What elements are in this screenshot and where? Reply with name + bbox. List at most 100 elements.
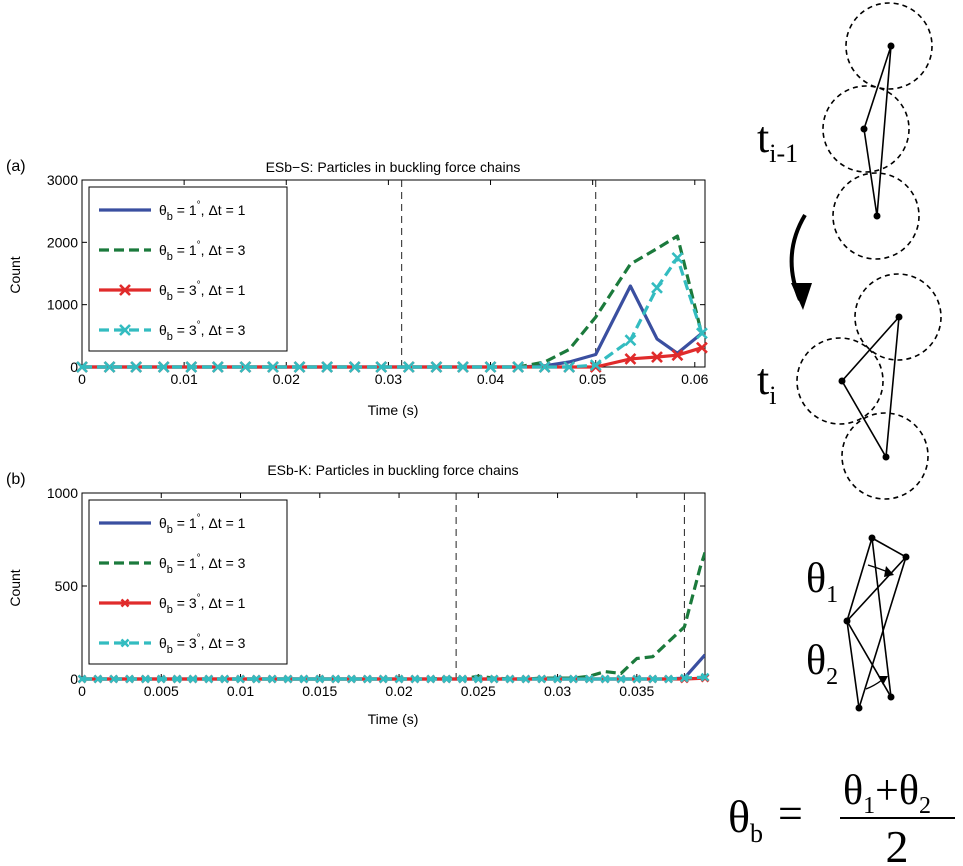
- series-line: [82, 675, 705, 681]
- legend-label: θb = 3°, Δt = 3: [159, 633, 246, 656]
- chart-a-ylabel: Count: [7, 256, 23, 293]
- label-theta-2: θ2: [806, 638, 838, 690]
- legend-marker: [119, 324, 131, 336]
- chart-a-title: ESb−S: Particles in buckling force chain…: [266, 159, 521, 175]
- data-point-marker: [651, 281, 663, 294]
- legend-label: θb = 1°, Δt = 3: [159, 553, 246, 576]
- data-point-marker: [375, 361, 388, 373]
- data-point-marker: [624, 352, 637, 365]
- data-point-marker: [664, 674, 673, 684]
- legend-box: [88, 186, 288, 352]
- data-point-marker: [600, 674, 610, 684]
- data-point-marker: [267, 361, 279, 373]
- data-point-marker: [458, 674, 467, 684]
- data-point-marker: [402, 361, 415, 373]
- label-theta-1: θ1: [806, 556, 838, 608]
- x-tick-label: 0.05: [579, 371, 606, 387]
- data-point-marker: [299, 674, 309, 684]
- particle-center: [855, 704, 863, 712]
- data-point-marker: [512, 361, 525, 373]
- chart-a-legend: θb = 1°, Δt = 1 θb = 1°, Δt = 3 θb = 3°, Δ…: [88, 186, 288, 352]
- x-tick-label: 0.02: [385, 683, 412, 699]
- data-point-marker: [331, 674, 341, 684]
- data-point-marker: [521, 674, 531, 684]
- x-tick-label: 0: [78, 371, 86, 387]
- chart-b-legend: θb = 1°, Δt = 1 θb = 1°, Δt = 3 θb = 3°, Δ…: [88, 499, 288, 665]
- series-line: [82, 346, 703, 369]
- data-point-marker: [185, 361, 198, 373]
- data-point-marker: [109, 674, 119, 684]
- data-point-marker: [553, 674, 562, 684]
- legend-label: θb = 1°, Δt = 1: [159, 200, 246, 223]
- data-point-marker: [140, 674, 150, 684]
- x-tick-label: 0.035: [619, 683, 654, 699]
- y-tick-label: 0: [70, 359, 78, 375]
- chart-b-marks: 0 0.005 0.01 0.015 0.02 0.025 0.03 0.035 0 500 100…: [47, 485, 710, 699]
- data-point-marker: [378, 674, 388, 684]
- data-point-marker: [624, 334, 637, 347]
- panel-label-a: (a): [6, 158, 26, 175]
- force-chain-prev: [863, 45, 892, 217]
- x-tick-label: 0.005: [144, 683, 179, 699]
- data-point-marker: [671, 251, 684, 264]
- y-tick-label: 1000: [47, 297, 78, 313]
- particle-center: [887, 693, 895, 701]
- legend-label: θb = 3°, Δt = 1: [159, 593, 246, 616]
- chart-b-ylabel: Count: [7, 569, 23, 606]
- time-arrow-head: [791, 283, 812, 310]
- data-point-marker: [211, 361, 224, 373]
- data-point-marker: [125, 674, 134, 684]
- x-tick-label: 0: [78, 683, 86, 699]
- data-point-marker: [156, 674, 166, 684]
- data-point-marker: [251, 674, 261, 684]
- data-point-marker: [239, 361, 252, 373]
- particle-center: [860, 125, 868, 133]
- chart-b: ESb-K: Particles in buckling force chain…: [7, 462, 710, 727]
- particle-center: [895, 313, 903, 321]
- chart-b-title: ESb-K: Particles in buckling force chain…: [267, 462, 518, 478]
- data-point-marker: [394, 674, 404, 684]
- particle-circle: [822, 85, 910, 173]
- data-point-marker: [696, 341, 708, 354]
- legend-marker: [119, 284, 131, 296]
- particle-center: [843, 617, 851, 625]
- buckling-schematic: [789, 2, 942, 712]
- x-tick-label: 0.04: [477, 371, 504, 387]
- data-point-marker: [569, 674, 578, 684]
- data-point-marker: [130, 361, 143, 373]
- data-point-marker: [616, 674, 626, 684]
- data-point-marker: [362, 674, 372, 684]
- y-tick-label: 1000: [47, 485, 78, 501]
- chart-a: ESb−S: Particles in buckling force chain…: [7, 159, 709, 418]
- data-point-marker: [651, 351, 663, 363]
- data-point-marker: [505, 674, 515, 684]
- data-point-marker: [283, 674, 293, 684]
- legend-label: θb = 3°, Δt = 1: [159, 280, 246, 303]
- formula-numerator: θ1+θ2: [843, 768, 931, 819]
- chart-b-xlabel: Time (s): [368, 711, 419, 727]
- particle-center: [902, 553, 910, 561]
- angle-1-arrow: [867, 564, 889, 573]
- data-point-marker: [347, 674, 356, 684]
- particle-circle: [832, 172, 920, 260]
- label-t-prev: ti-1: [757, 113, 798, 168]
- y-tick-label: 500: [55, 578, 79, 594]
- data-point-marker: [671, 349, 684, 362]
- x-tick-label: 0.01: [171, 371, 198, 387]
- data-point-marker: [93, 674, 103, 684]
- panel-label-b: (b): [6, 471, 26, 488]
- data-point-marker: [77, 674, 87, 684]
- x-tick-label: 0.01: [227, 683, 254, 699]
- particle-center: [868, 534, 876, 542]
- y-tick-label: 0: [70, 671, 78, 687]
- data-point-marker: [489, 674, 499, 684]
- data-point-marker: [589, 359, 602, 372]
- legend-marker: [120, 598, 130, 608]
- particle-circle: [796, 337, 884, 425]
- data-point-marker: [538, 361, 551, 373]
- particle-center: [887, 42, 895, 50]
- particle-center: [882, 453, 890, 461]
- label-t-curr: ti: [757, 355, 776, 410]
- x-tick-label: 0.03: [544, 683, 571, 699]
